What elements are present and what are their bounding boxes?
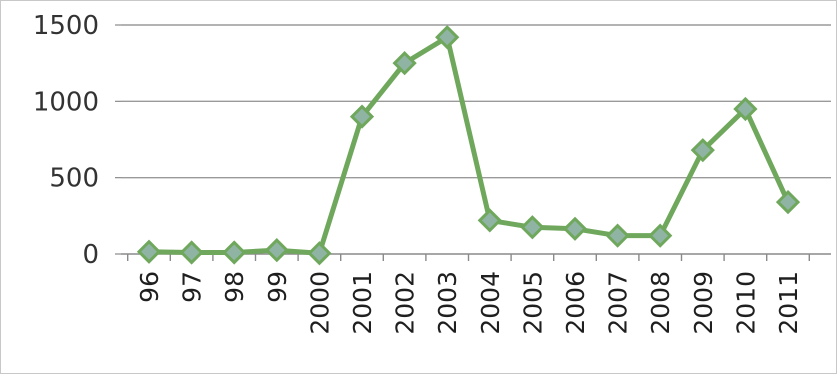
data-point-marker [222, 240, 247, 265]
y-tick-label: 1000 [33, 87, 99, 117]
y-tick-label: 1500 [33, 11, 99, 41]
data-point-marker [648, 223, 673, 248]
y-tick-label: 500 [49, 164, 99, 194]
data-point-marker [690, 138, 715, 163]
y-axis-tick-labels: 0 500 1000 1500 [33, 11, 99, 270]
x-tick-label: 2002 [391, 271, 420, 335]
data-point-marker [477, 208, 502, 233]
y-tick-label: 0 [82, 240, 99, 270]
series-layer [136, 25, 801, 266]
x-tick-label: 2004 [476, 271, 505, 335]
x-tick-label: 2006 [561, 271, 590, 335]
data-point-marker [136, 239, 162, 264]
x-tick-label: 2003 [433, 271, 462, 335]
x-tick-label: 99 [263, 271, 292, 303]
data-point-marker [179, 240, 204, 265]
x-tick-label: 2007 [604, 271, 633, 335]
x-tick-label: 2001 [348, 271, 377, 335]
data-point-marker [392, 51, 417, 76]
data-point-marker [349, 104, 375, 129]
data-point-marker [775, 189, 801, 215]
data-point-marker [520, 215, 545, 240]
data-point-marker [264, 238, 289, 263]
x-tick-label: 2008 [646, 271, 675, 335]
x-tick-label: 98 [220, 271, 249, 303]
x-axis-tick-labels: 96 97 98 99 2000 2001 2002 2003 2004 2005 2006 2007… [135, 271, 803, 335]
data-point-marker [562, 216, 588, 241]
x-tick-label: 2011 [774, 271, 803, 335]
x-tick-label: 97 [178, 271, 207, 303]
data-point-marker [435, 25, 460, 50]
x-tick-label: 2000 [305, 271, 334, 335]
x-tick-label: 2009 [689, 271, 718, 335]
data-point-marker [733, 96, 758, 122]
series-line [148, 34, 791, 256]
x-tick-label: 2010 [731, 271, 760, 335]
data-point-marker [605, 223, 630, 248]
x-tick-label: 2005 [518, 271, 547, 335]
gridlines [121, 24, 831, 179]
x-tick-label: 96 [135, 271, 164, 303]
data-point-marker [307, 241, 332, 266]
